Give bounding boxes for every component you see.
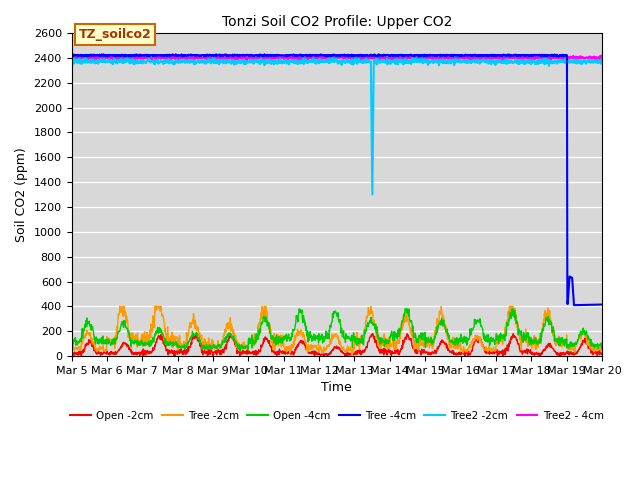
Y-axis label: Soil CO2 (ppm): Soil CO2 (ppm) [15, 147, 28, 242]
X-axis label: Time: Time [321, 382, 352, 395]
Legend: Open -2cm, Tree -2cm, Open -4cm, Tree -4cm, Tree2 -2cm, Tree2 - 4cm: Open -2cm, Tree -2cm, Open -4cm, Tree -4… [66, 407, 608, 425]
Title: Tonzi Soil CO2 Profile: Upper CO2: Tonzi Soil CO2 Profile: Upper CO2 [221, 15, 452, 29]
Text: TZ_soilco2: TZ_soilco2 [79, 28, 151, 41]
